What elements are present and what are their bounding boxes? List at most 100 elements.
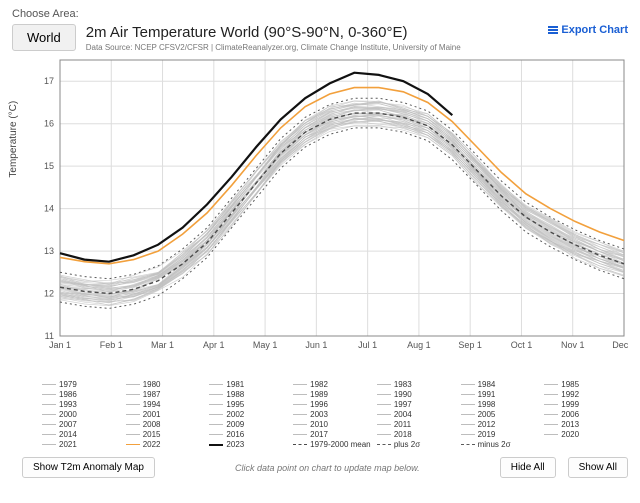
chart-area[interactable]: Temperature (°C) 11121314151617Jan 1Feb … xyxy=(12,56,628,376)
legend-item[interactable]: 1990 xyxy=(377,390,461,399)
legend-item[interactable]: 2019 xyxy=(461,430,545,439)
legend-item[interactable]: 2006 xyxy=(544,410,628,419)
legend-item[interactable]: 1979-2000 mean xyxy=(293,440,377,449)
legend-swatch xyxy=(377,414,391,415)
legend-label: 2002 xyxy=(226,410,244,419)
temperature-chart[interactable]: 11121314151617Jan 1Feb 1Mar 1Apr 1May 1J… xyxy=(38,56,628,356)
legend-swatch xyxy=(461,434,475,435)
legend-item[interactable]: 2010 xyxy=(293,420,377,429)
legend-swatch xyxy=(377,444,391,445)
legend-item[interactable]: 1993 xyxy=(42,400,126,409)
legend-label: 2007 xyxy=(59,420,77,429)
legend-item[interactable]: 2009 xyxy=(209,420,293,429)
legend-item[interactable]: 2001 xyxy=(126,410,210,419)
hide-all-button[interactable]: Hide All xyxy=(500,457,556,478)
legend-item[interactable]: 2023 xyxy=(209,440,293,449)
legend-swatch xyxy=(293,444,307,445)
legend-swatch xyxy=(293,404,307,405)
legend-label: plus 2σ xyxy=(394,440,420,449)
legend-item[interactable]: 1986 xyxy=(42,390,126,399)
legend-item[interactable]: 1992 xyxy=(544,390,628,399)
legend-item[interactable]: 2003 xyxy=(293,410,377,419)
legend-item[interactable]: minus 2σ xyxy=(461,440,545,449)
legend-item[interactable]: 2002 xyxy=(209,410,293,419)
legend-item[interactable]: 1999 xyxy=(544,400,628,409)
svg-text:Apr 1: Apr 1 xyxy=(203,340,225,350)
legend-item[interactable]: plus 2σ xyxy=(377,440,461,449)
svg-text:Mar 1: Mar 1 xyxy=(151,340,174,350)
export-chart-link[interactable]: Export Chart xyxy=(548,24,628,36)
legend-item[interactable]: 2005 xyxy=(461,410,545,419)
legend-item[interactable]: 2011 xyxy=(377,420,461,429)
legend-item[interactable]: 2015 xyxy=(126,430,210,439)
legend-label: 1986 xyxy=(59,390,77,399)
legend-item[interactable]: 2013 xyxy=(544,420,628,429)
svg-text:12: 12 xyxy=(44,289,54,299)
legend-label: 2023 xyxy=(226,440,244,449)
legend-swatch xyxy=(461,424,475,425)
svg-text:Dec 1: Dec 1 xyxy=(612,340,628,350)
area-select-button[interactable]: World xyxy=(12,24,76,51)
legend-item[interactable]: 1995 xyxy=(209,400,293,409)
legend-item[interactable]: 1981 xyxy=(209,380,293,389)
legend-label: 2004 xyxy=(394,410,412,419)
legend-item[interactable]: 1998 xyxy=(461,400,545,409)
legend-item[interactable]: 1987 xyxy=(126,390,210,399)
svg-text:Jul 1: Jul 1 xyxy=(358,340,377,350)
legend-item[interactable]: 2004 xyxy=(377,410,461,419)
legend-item[interactable]: 1983 xyxy=(377,380,461,389)
legend-label: 2015 xyxy=(143,430,161,439)
legend-label: 1979 xyxy=(59,380,77,389)
legend-label: 1985 xyxy=(561,380,579,389)
legend-label: 2008 xyxy=(143,420,161,429)
legend-item[interactable]: 2018 xyxy=(377,430,461,439)
legend-label: 2001 xyxy=(143,410,161,419)
legend-label: 1984 xyxy=(478,380,496,389)
legend-item[interactable]: 1991 xyxy=(461,390,545,399)
legend-swatch xyxy=(544,414,558,415)
legend-item[interactable]: 1984 xyxy=(461,380,545,389)
legend-swatch xyxy=(42,414,56,415)
legend-swatch xyxy=(126,444,140,445)
legend-swatch xyxy=(293,384,307,385)
show-all-button[interactable]: Show All xyxy=(568,457,628,478)
legend-label: 2005 xyxy=(478,410,496,419)
legend-item[interactable]: 1989 xyxy=(293,390,377,399)
legend-swatch xyxy=(377,384,391,385)
footer-hint: Click data point on chart to update map … xyxy=(167,463,488,473)
legend-label: 2011 xyxy=(394,420,411,429)
legend-swatch xyxy=(209,414,223,415)
legend-label: 2000 xyxy=(59,410,77,419)
legend-item[interactable]: 2021 xyxy=(42,440,126,449)
legend-label: 2022 xyxy=(143,440,161,449)
legend-item[interactable]: 1979 xyxy=(42,380,126,389)
svg-text:Jun 1: Jun 1 xyxy=(305,340,327,350)
legend-item[interactable]: 1994 xyxy=(126,400,210,409)
legend-item[interactable]: 1997 xyxy=(377,400,461,409)
legend-label: 2017 xyxy=(310,430,328,439)
show-anomaly-button[interactable]: Show T2m Anomaly Map xyxy=(22,457,155,478)
legend-item[interactable]: 2020 xyxy=(544,430,628,439)
legend-swatch xyxy=(461,394,475,395)
legend-swatch xyxy=(461,444,475,445)
legend-item[interactable]: 1982 xyxy=(293,380,377,389)
legend-item[interactable]: 1980 xyxy=(126,380,210,389)
legend-item[interactable]: 2022 xyxy=(126,440,210,449)
legend-swatch xyxy=(42,384,56,385)
legend-item[interactable]: 2016 xyxy=(209,430,293,439)
svg-text:14: 14 xyxy=(44,204,54,214)
legend-swatch xyxy=(293,434,307,435)
legend-swatch xyxy=(126,414,140,415)
legend-item[interactable]: 2000 xyxy=(42,410,126,419)
legend-swatch xyxy=(293,424,307,425)
legend-item[interactable]: 1985 xyxy=(544,380,628,389)
legend-item[interactable]: 1996 xyxy=(293,400,377,409)
legend-item[interactable]: 2014 xyxy=(42,430,126,439)
legend-item[interactable]: 2017 xyxy=(293,430,377,439)
legend-item[interactable]: 2012 xyxy=(461,420,545,429)
legend-item[interactable]: 1988 xyxy=(209,390,293,399)
svg-text:16: 16 xyxy=(44,119,54,129)
legend-label: 1987 xyxy=(143,390,161,399)
legend-item[interactable]: 2008 xyxy=(126,420,210,429)
legend-item[interactable]: 2007 xyxy=(42,420,126,429)
